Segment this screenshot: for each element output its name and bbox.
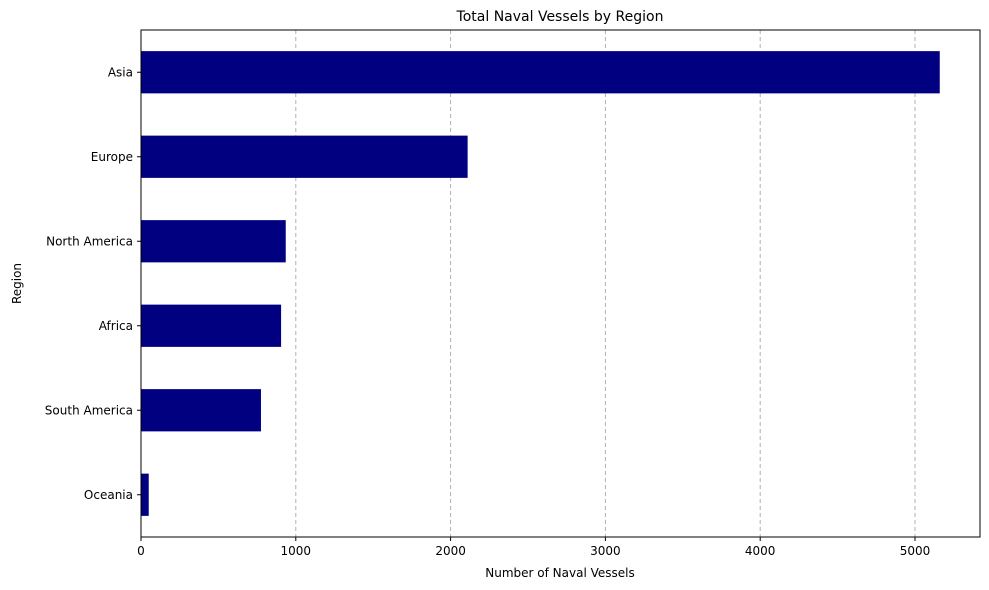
bar-asia [141,51,940,94]
chart-title: Total Naval Vessels by Region [456,9,664,25]
y-tick-label: North America [46,234,133,248]
y-axis: Asia Europe North America Africa South Ameri… [45,65,141,502]
x-axis: 0 1000 2000 3000 4000 5000 [137,537,930,558]
x-tick-label: 0 [137,544,145,558]
x-tick-label: 5000 [900,544,931,558]
y-tick-label: Africa [99,319,133,333]
bar-oceania [141,473,149,516]
bar-europe [141,135,468,178]
grid-layer [295,30,916,537]
y-tick-label: Europe [91,150,133,164]
bar-north-america [141,220,286,263]
x-tick-label: 3000 [590,544,621,558]
plot-frame [140,29,981,538]
x-tick-label: 4000 [745,544,776,558]
y-tick-label: South America [45,403,133,417]
y-tick-label: Oceania [84,488,133,502]
x-tick-label: 1000 [281,544,312,558]
bar-south-america [141,389,261,432]
x-axis-title: Number of Naval Vessels [485,566,634,580]
x-tick-label: 2000 [435,544,466,558]
y-axis-title: Region [10,263,24,304]
y-tick-label: Asia [108,65,133,79]
bars-layer [141,51,940,516]
bar-africa [141,304,282,347]
